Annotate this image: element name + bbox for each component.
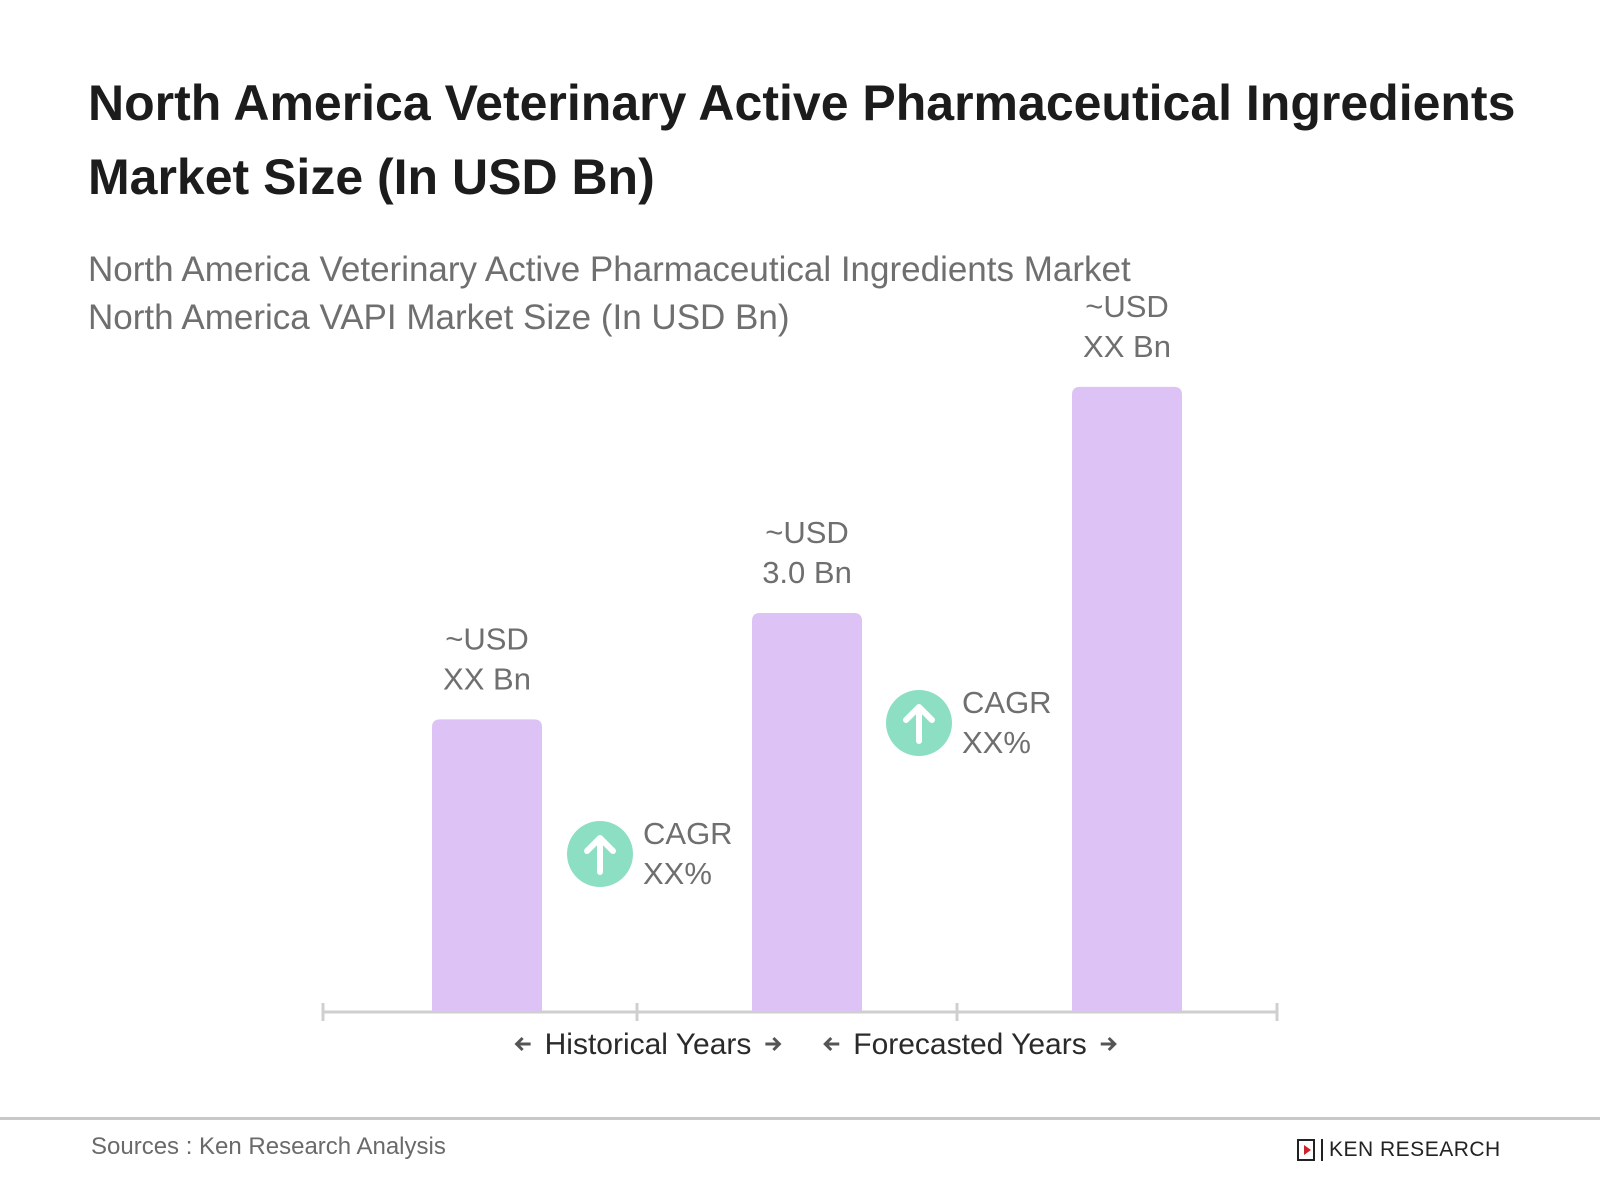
bar <box>752 613 862 1012</box>
logo-text: KEN RESEARCH <box>1329 1138 1501 1161</box>
data-label: XX Bn <box>443 661 531 696</box>
cagr-label: CAGR <box>643 816 733 851</box>
cagr-value: XX% <box>962 725 1031 760</box>
data-label: ~USD <box>1085 289 1169 324</box>
ken-research-logo: KEN RESEARCH <box>1297 1138 1501 1162</box>
chart-title: North America Veterinary Active Pharmace… <box>88 75 1516 205</box>
arrow-left-icon <box>514 1036 531 1052</box>
bar <box>432 719 542 1012</box>
subtitle-line-1: North America Veterinary Active Pharmace… <box>88 250 1131 289</box>
section-label: Forecasted Years <box>853 1028 1086 1061</box>
data-label: ~USD <box>765 515 849 550</box>
bar <box>1072 386 1182 1012</box>
arrow-left-icon <box>823 1036 840 1052</box>
arrow-right-icon <box>1100 1036 1117 1052</box>
chart-subtitle: North America Veterinary Active Pharmace… <box>88 246 1131 342</box>
source-note: Sources : Ken Research Analysis <box>91 1133 446 1160</box>
data-label: ~USD <box>445 621 529 656</box>
cagr-label: CAGR <box>962 685 1052 720</box>
data-label: XX Bn <box>1083 329 1171 364</box>
cagr-value: XX% <box>643 856 712 891</box>
subtitle-line-2: North America VAPI Market Size (In USD B… <box>88 298 790 337</box>
bar-chart: ~USD XX Bn ~USD 3.0 Bn ~USD XX Bn CAGR XX% CAGR X… <box>321 289 1279 1061</box>
logo-separator <box>1321 1139 1323 1161</box>
arrow-up-icon <box>584 835 616 875</box>
footer-divider <box>0 1117 1600 1120</box>
arrow-right-icon <box>765 1036 782 1052</box>
logo-mark-icon <box>1297 1139 1315 1161</box>
section-label: Historical Years <box>545 1028 752 1061</box>
data-label: 3.0 Bn <box>762 555 852 590</box>
arrow-up-icon <box>903 704 935 744</box>
